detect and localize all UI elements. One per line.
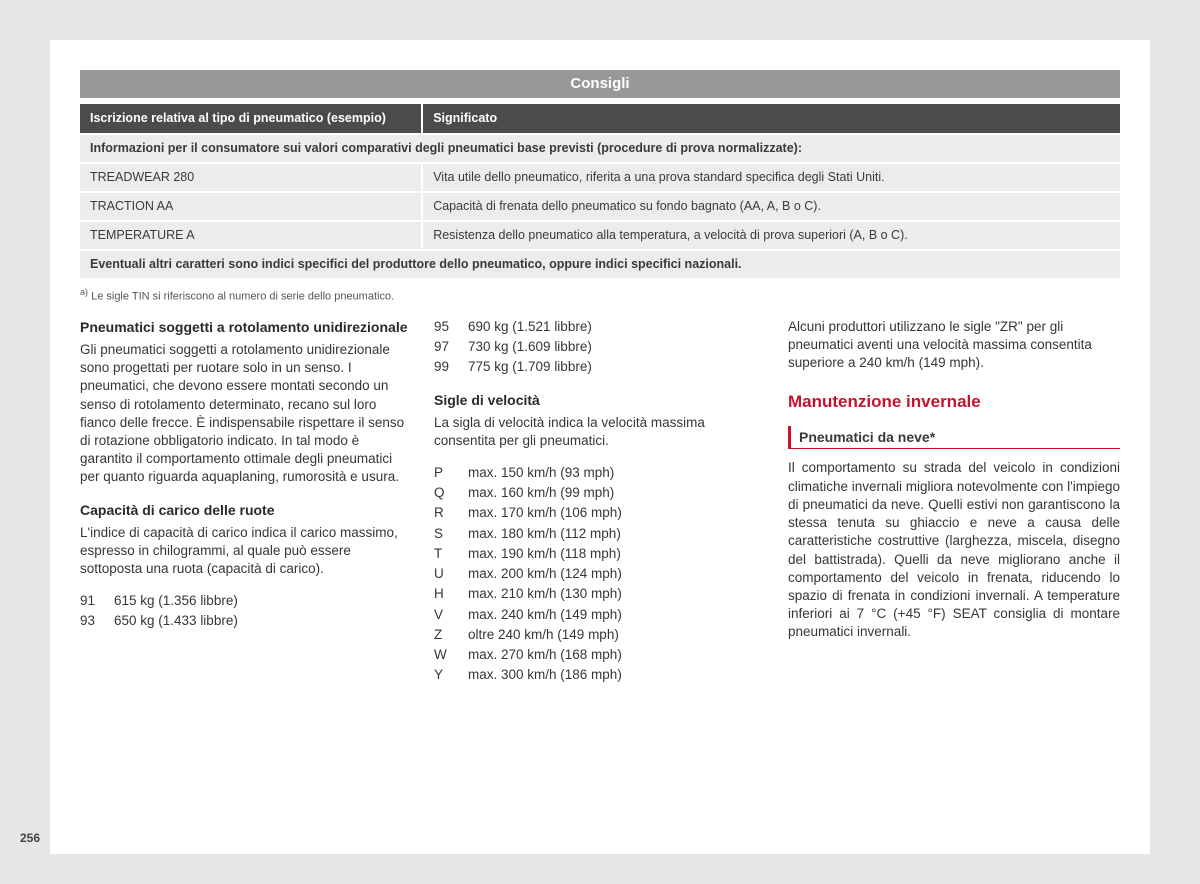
val: 650 kg (1.433 libbre)	[114, 612, 412, 630]
key: 95	[434, 318, 468, 336]
key: P	[434, 464, 468, 482]
td-left: TRACTION AA	[80, 193, 423, 220]
val: max. 150 km/h (93 mph)	[468, 464, 766, 482]
speed-list: Pmax. 150 km/h (93 mph) Qmax. 160 km/h (…	[434, 464, 766, 684]
th-left: Iscrizione relativa al tipo di pneumatic…	[80, 104, 423, 133]
val: 730 kg (1.609 libbre)	[468, 338, 766, 356]
list-item: Smax. 180 km/h (112 mph)	[434, 525, 766, 543]
heading: Sigle di velocità	[434, 391, 766, 410]
list-item: Qmax. 160 km/h (99 mph)	[434, 484, 766, 502]
page-title-bar: Consigli	[80, 70, 1120, 98]
tyre-info-table: Iscrizione relativa al tipo di pneumatic…	[80, 102, 1120, 279]
key: R	[434, 504, 468, 522]
val: max. 210 km/h (130 mph)	[468, 585, 766, 603]
table-row: TREADWEAR 280 Vita utile dello pneumatic…	[80, 164, 1120, 191]
column-3: Alcuni produttori utilizzano le sigle "Z…	[788, 318, 1120, 698]
td-info: Informazioni per il consumatore sui valo…	[80, 135, 1120, 162]
key: 97	[434, 338, 468, 356]
val: max. 270 km/h (168 mph)	[468, 646, 766, 664]
val: 775 kg (1.709 libbre)	[468, 358, 766, 376]
val: max. 190 km/h (118 mph)	[468, 545, 766, 563]
list-item: Tmax. 190 km/h (118 mph)	[434, 545, 766, 563]
td-right: Capacità di frenata dello pneumatico su …	[423, 193, 1120, 220]
paragraph: L'indice di capacità di carico indica il…	[80, 524, 412, 579]
column-1: Pneumatici soggetti a rotolamento unidir…	[80, 318, 412, 698]
table-header-row: Iscrizione relativa al tipo di pneumatic…	[80, 104, 1120, 133]
table-row: TEMPERATURE A Resistenza dello pneumatic…	[80, 222, 1120, 249]
key: Y	[434, 666, 468, 684]
footnote-text: Le sigle TIN si riferiscono al numero di…	[91, 290, 394, 302]
page-number: 256	[20, 830, 40, 846]
key: 99	[434, 358, 468, 376]
manual-page: Consigli Iscrizione relativa al tipo di …	[50, 40, 1150, 854]
td-left: TEMPERATURE A	[80, 222, 423, 249]
key: U	[434, 565, 468, 583]
val: oltre 240 km/h (149 mph)	[468, 626, 766, 644]
td-right: Resistenza dello pneumatico alla tempera…	[423, 222, 1120, 249]
heading: Capacità di carico delle ruote	[80, 501, 412, 520]
list-item: 95690 kg (1.521 libbre)	[434, 318, 766, 336]
paragraph: Il comportamento su strada del veicolo i…	[788, 459, 1120, 641]
section-heading: Manutenzione invernale	[788, 391, 1120, 414]
paragraph: La sigla di velocità indica la velocità …	[434, 414, 766, 450]
table-info-row: Informazioni per il consumatore sui valo…	[80, 135, 1120, 162]
list-item: Ymax. 300 km/h (186 mph)	[434, 666, 766, 684]
list-item: 97730 kg (1.609 libbre)	[434, 338, 766, 356]
val: max. 300 km/h (186 mph)	[468, 666, 766, 684]
list-item: Wmax. 270 km/h (168 mph)	[434, 646, 766, 664]
key: Z	[434, 626, 468, 644]
key: V	[434, 606, 468, 624]
val: max. 240 km/h (149 mph)	[468, 606, 766, 624]
load-list: 95690 kg (1.521 libbre) 97730 kg (1.609 …	[434, 318, 766, 377]
key: H	[434, 585, 468, 603]
list-item: Pmax. 150 km/h (93 mph)	[434, 464, 766, 482]
column-2: 95690 kg (1.521 libbre) 97730 kg (1.609 …	[434, 318, 766, 698]
list-item: 93650 kg (1.433 libbre)	[80, 612, 412, 630]
table-footer-row: Eventuali altri caratteri sono indici sp…	[80, 251, 1120, 278]
td-footer: Eventuali altri caratteri sono indici sp…	[80, 251, 1120, 278]
table-row: TRACTION AA Capacità di frenata dello pn…	[80, 193, 1120, 220]
list-item: Rmax. 170 km/h (106 mph)	[434, 504, 766, 522]
val: max. 170 km/h (106 mph)	[468, 504, 766, 522]
td-right: Vita utile dello pneumatico, riferita a …	[423, 164, 1120, 191]
td-left: TREADWEAR 280	[80, 164, 423, 191]
val: 615 kg (1.356 libbre)	[114, 592, 412, 610]
footnote: a) Le sigle TIN si riferiscono al numero…	[80, 286, 1120, 305]
paragraph: Alcuni produttori utilizzano le sigle "Z…	[788, 318, 1120, 373]
key: W	[434, 646, 468, 664]
key: 93	[80, 612, 114, 630]
heading: Pneumatici soggetti a rotolamento unidir…	[80, 318, 412, 337]
key: 91	[80, 592, 114, 610]
val: 690 kg (1.521 libbre)	[468, 318, 766, 336]
th-right: Significato	[423, 104, 1120, 133]
sub-heading: Pneumatici da neve*	[788, 426, 1120, 450]
val: max. 180 km/h (112 mph)	[468, 525, 766, 543]
list-item: 91615 kg (1.356 libbre)	[80, 592, 412, 610]
list-item: 99775 kg (1.709 libbre)	[434, 358, 766, 376]
paragraph: Gli pneumatici soggetti a rotolamento un…	[80, 341, 412, 487]
key: S	[434, 525, 468, 543]
key: T	[434, 545, 468, 563]
list-item: Vmax. 240 km/h (149 mph)	[434, 606, 766, 624]
list-item: Hmax. 210 km/h (130 mph)	[434, 585, 766, 603]
content-columns: Pneumatici soggetti a rotolamento unidir…	[80, 318, 1120, 698]
list-item: Umax. 200 km/h (124 mph)	[434, 565, 766, 583]
key: Q	[434, 484, 468, 502]
val: max. 160 km/h (99 mph)	[468, 484, 766, 502]
load-list: 91615 kg (1.356 libbre) 93650 kg (1.433 …	[80, 592, 412, 630]
list-item: Zoltre 240 km/h (149 mph)	[434, 626, 766, 644]
val: max. 200 km/h (124 mph)	[468, 565, 766, 583]
